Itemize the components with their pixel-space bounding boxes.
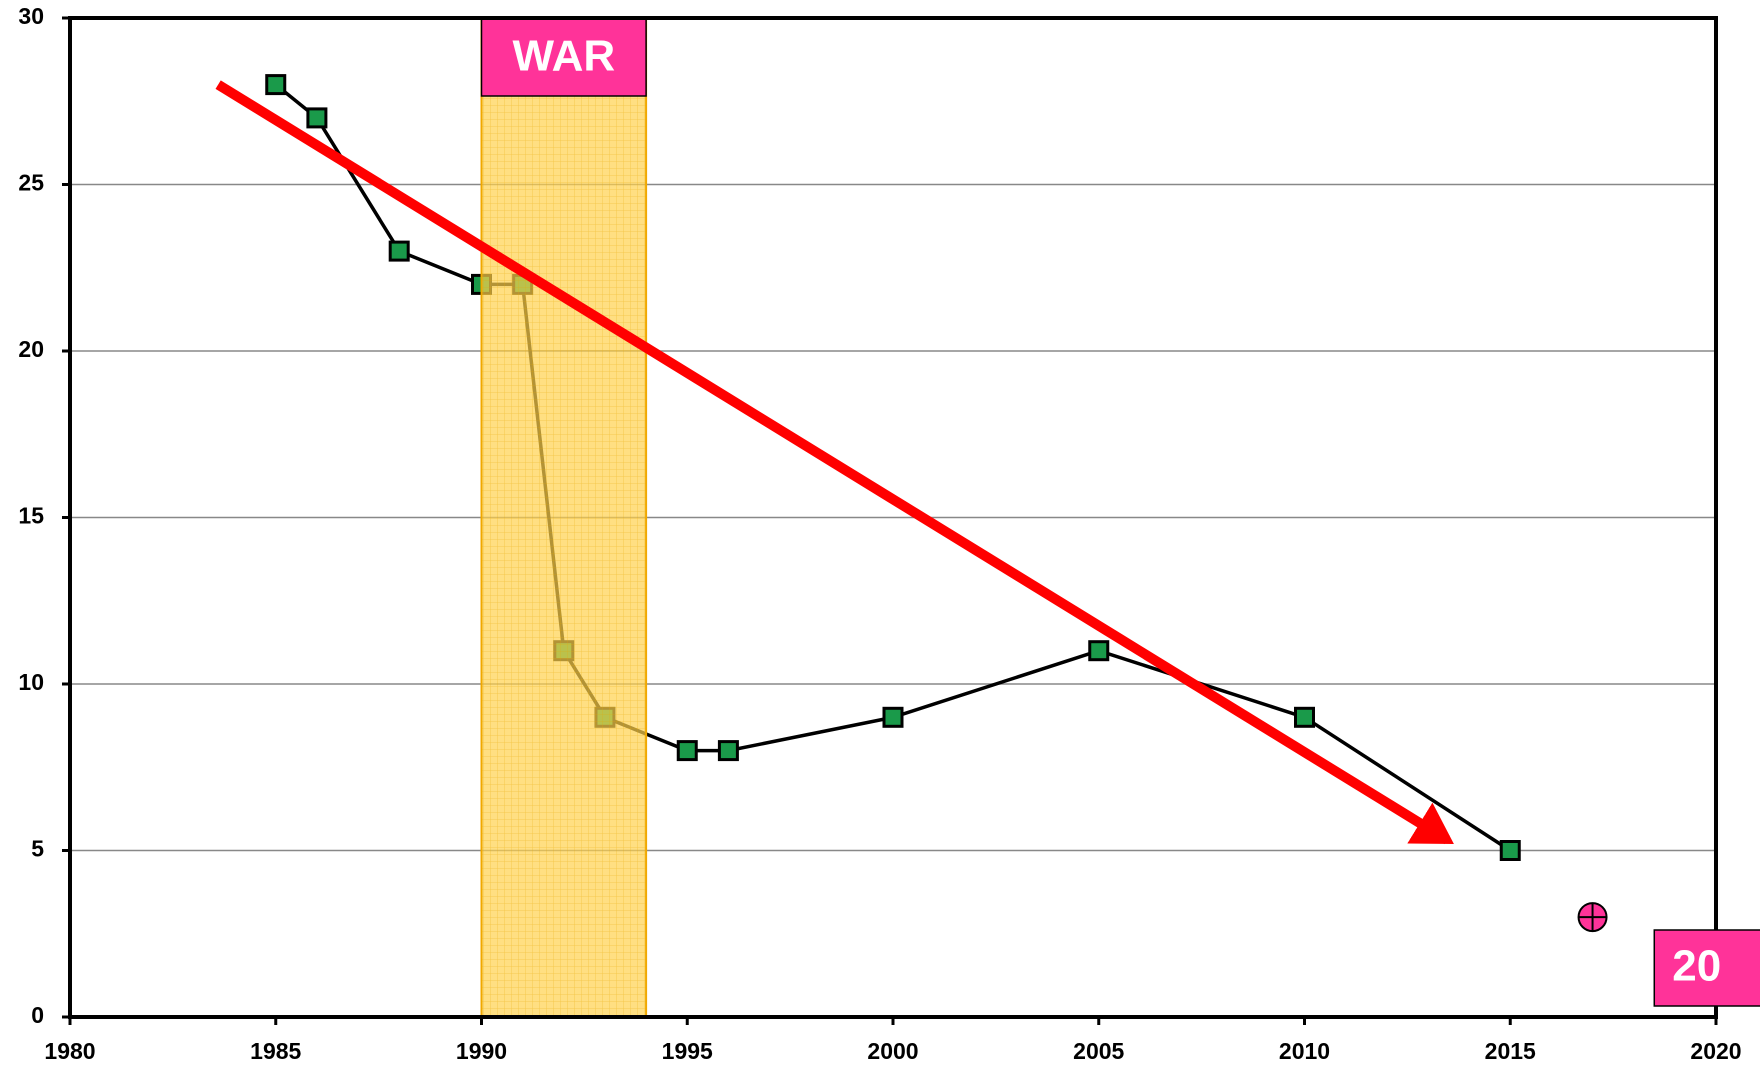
- x-tick-label: 2005: [1073, 1038, 1124, 1064]
- marker: [676, 740, 698, 762]
- period-label: WAR: [512, 32, 615, 81]
- plot-frame: [68, 16, 1718, 1019]
- highlight-cross: [1578, 903, 1607, 932]
- marker: [1499, 840, 1521, 861]
- y-tick-label: 25: [18, 170, 44, 196]
- shaded-pattern: [481, 18, 647, 1017]
- marker: [306, 107, 328, 129]
- x-tick-label: 2020: [1690, 1038, 1741, 1064]
- y-tick-label: 30: [18, 3, 44, 29]
- y-tick-label: 15: [18, 503, 44, 529]
- x-tick-label: 1990: [456, 1038, 507, 1064]
- x-tick-label: 2015: [1485, 1038, 1536, 1064]
- x-tick-label: 1995: [662, 1038, 713, 1064]
- corner-label: 20: [1672, 942, 1721, 991]
- x-tick-label: 1985: [250, 1038, 301, 1064]
- marker: [882, 706, 904, 728]
- marker: [717, 740, 739, 762]
- x-tick-label: 2000: [867, 1038, 918, 1064]
- corner-label-box: [1653, 929, 1760, 1007]
- marker: [388, 240, 410, 262]
- trend-arrow: [215, 80, 1454, 845]
- y-tick-label: 20: [18, 336, 44, 362]
- x-tick-label: 1980: [44, 1038, 95, 1064]
- x-tick-label: 2010: [1279, 1038, 1330, 1064]
- y-tick-label: 10: [18, 669, 44, 695]
- marker: [1088, 640, 1110, 662]
- marker: [1294, 706, 1315, 728]
- y-tick-label: 5: [31, 836, 44, 862]
- y-tick-label: 0: [31, 1002, 44, 1028]
- marker: [265, 74, 287, 96]
- period-label-box: [480, 17, 647, 97]
